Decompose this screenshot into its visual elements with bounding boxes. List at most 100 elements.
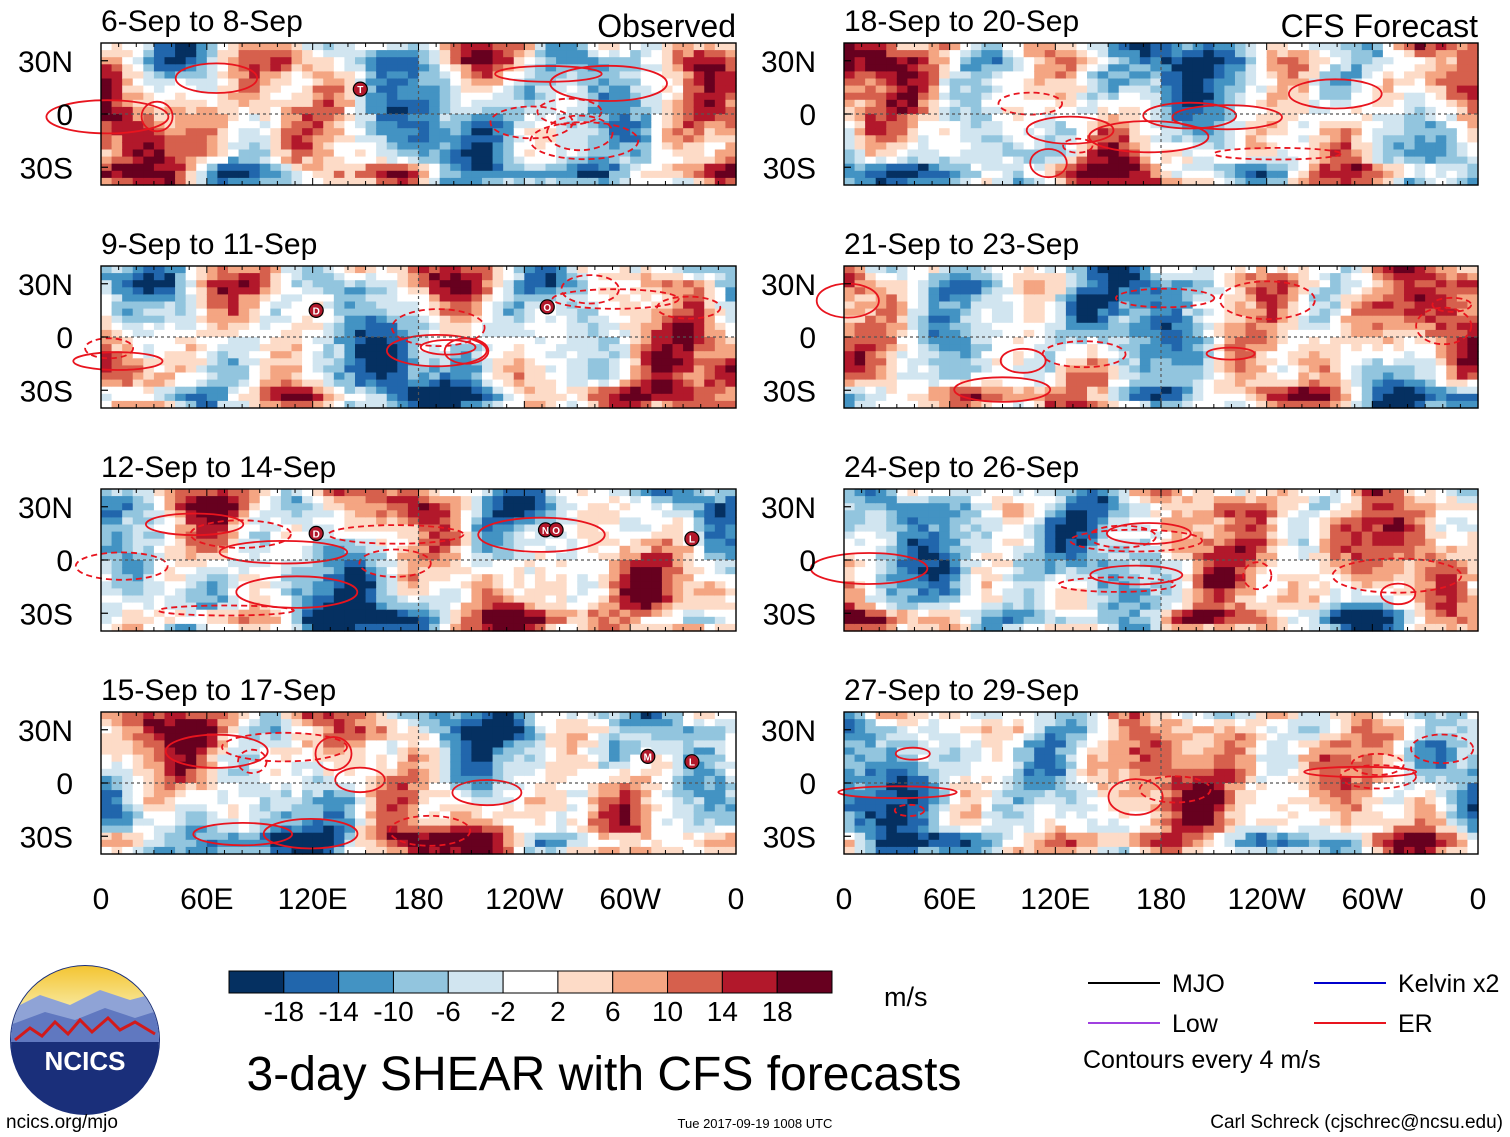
heatmap-cell [143, 287, 155, 295]
heatmap-cell [598, 609, 610, 618]
heatmap-cell [376, 623, 388, 632]
heatmap-cell [143, 811, 155, 820]
heatmap-cell [407, 50, 420, 58]
er-contours [74, 512, 606, 617]
heatmap-cell [619, 754, 631, 763]
heatmap-cell [693, 344, 705, 352]
heatmap-cell [492, 121, 504, 129]
storm-marker: O [539, 299, 555, 315]
heatmap-cell [418, 531, 430, 540]
heatmap-cell [386, 337, 398, 345]
heatmap-cell [365, 156, 377, 165]
heatmap-cell [545, 846, 557, 855]
heatmap-cell [450, 273, 462, 281]
heatmap-cell [429, 602, 441, 611]
heatmap-cell [153, 825, 166, 834]
heatmap-cell [164, 78, 176, 87]
heatmap-cell [407, 595, 420, 604]
heatmap-cell [111, 545, 123, 554]
heatmap-cell [587, 740, 600, 749]
heatmap-cell [132, 804, 144, 812]
heatmap-cell [122, 393, 134, 402]
heatmap-cell [132, 142, 144, 151]
heatmap-cell [471, 839, 483, 848]
heatmap-cell [429, 545, 441, 554]
heatmap-cell [619, 797, 631, 805]
heatmap-cell [661, 149, 674, 158]
heatmap-cell [704, 609, 716, 618]
heatmap-cell [164, 489, 176, 497]
heatmap-cell [545, 747, 557, 756]
heatmap-cell [386, 142, 398, 151]
heatmap-cell [132, 99, 144, 108]
heatmap-cell [598, 616, 610, 625]
heatmap-cell [259, 846, 271, 855]
heatmap-cell [365, 400, 377, 409]
heatmap-cell [333, 273, 346, 281]
heatmap-cell [630, 386, 642, 395]
heatmap-cell [630, 294, 642, 303]
heatmap-cell [492, 574, 504, 582]
heatmap-cell [683, 358, 695, 366]
heatmap-cell [365, 747, 377, 756]
heatmap-cell [249, 400, 261, 409]
heatmap-cell [153, 818, 166, 827]
heatmap-cell [196, 344, 208, 352]
heatmap-cell [291, 106, 303, 115]
heatmap-cell [566, 747, 578, 756]
heatmap-cell [513, 351, 525, 359]
heatmap-cell [450, 400, 462, 409]
heatmap-cell [429, 733, 441, 741]
heatmap-cell [355, 726, 367, 734]
heatmap-cell [630, 142, 642, 151]
heatmap-cell [704, 496, 716, 504]
y-tick-label: 30S [20, 375, 73, 408]
heatmap-cell [101, 775, 113, 784]
heatmap-cell [661, 609, 674, 618]
heatmap-cell [503, 574, 515, 582]
heatmap-cell [683, 85, 695, 94]
heatmap-cell [439, 114, 451, 122]
heatmap-cell [206, 754, 219, 763]
heatmap-cell [249, 503, 261, 511]
heatmap-cell [439, 156, 451, 165]
heatmap-cell [640, 719, 652, 727]
heatmap-cell [534, 581, 547, 589]
heatmap-cell [503, 71, 515, 80]
heatmap-cell [439, 301, 451, 310]
heatmap-cell [513, 811, 525, 820]
heatmap-cell [587, 804, 600, 812]
heatmap-cell [175, 322, 187, 331]
heatmap-cell [407, 121, 420, 129]
heatmap-cell [482, 846, 494, 855]
heatmap-cell [577, 358, 589, 366]
heatmap-cell [482, 719, 494, 727]
heatmap-cell [513, 740, 525, 749]
heatmap-cell [556, 280, 568, 288]
heatmap-cell [153, 142, 166, 151]
heatmap-cell [132, 595, 144, 604]
heatmap-cell [693, 287, 705, 295]
heatmap-cell [471, 351, 483, 359]
heatmap-cell [302, 128, 314, 136]
heatmap-cell [132, 273, 144, 281]
heatmap-cell [556, 135, 568, 143]
heatmap-cell [376, 114, 388, 122]
heatmap-cell [503, 552, 515, 561]
heatmap-cell [259, 393, 271, 402]
heatmap-cell [534, 400, 547, 409]
heatmap-cell [376, 832, 388, 841]
heatmap-cell [217, 273, 229, 281]
heatmap-cell [376, 393, 388, 402]
heatmap-cell [524, 294, 536, 303]
heatmap-cell [492, 280, 504, 288]
heatmap-cell [143, 85, 155, 94]
heatmap-cell [238, 128, 250, 136]
heatmap-cell [609, 545, 621, 554]
heatmap-cell [280, 400, 293, 409]
heatmap-cell [524, 503, 536, 511]
heatmap-cell [333, 329, 346, 338]
heatmap-cell [217, 379, 229, 388]
heatmap-cell [312, 733, 324, 741]
heatmap-cell [196, 57, 208, 65]
